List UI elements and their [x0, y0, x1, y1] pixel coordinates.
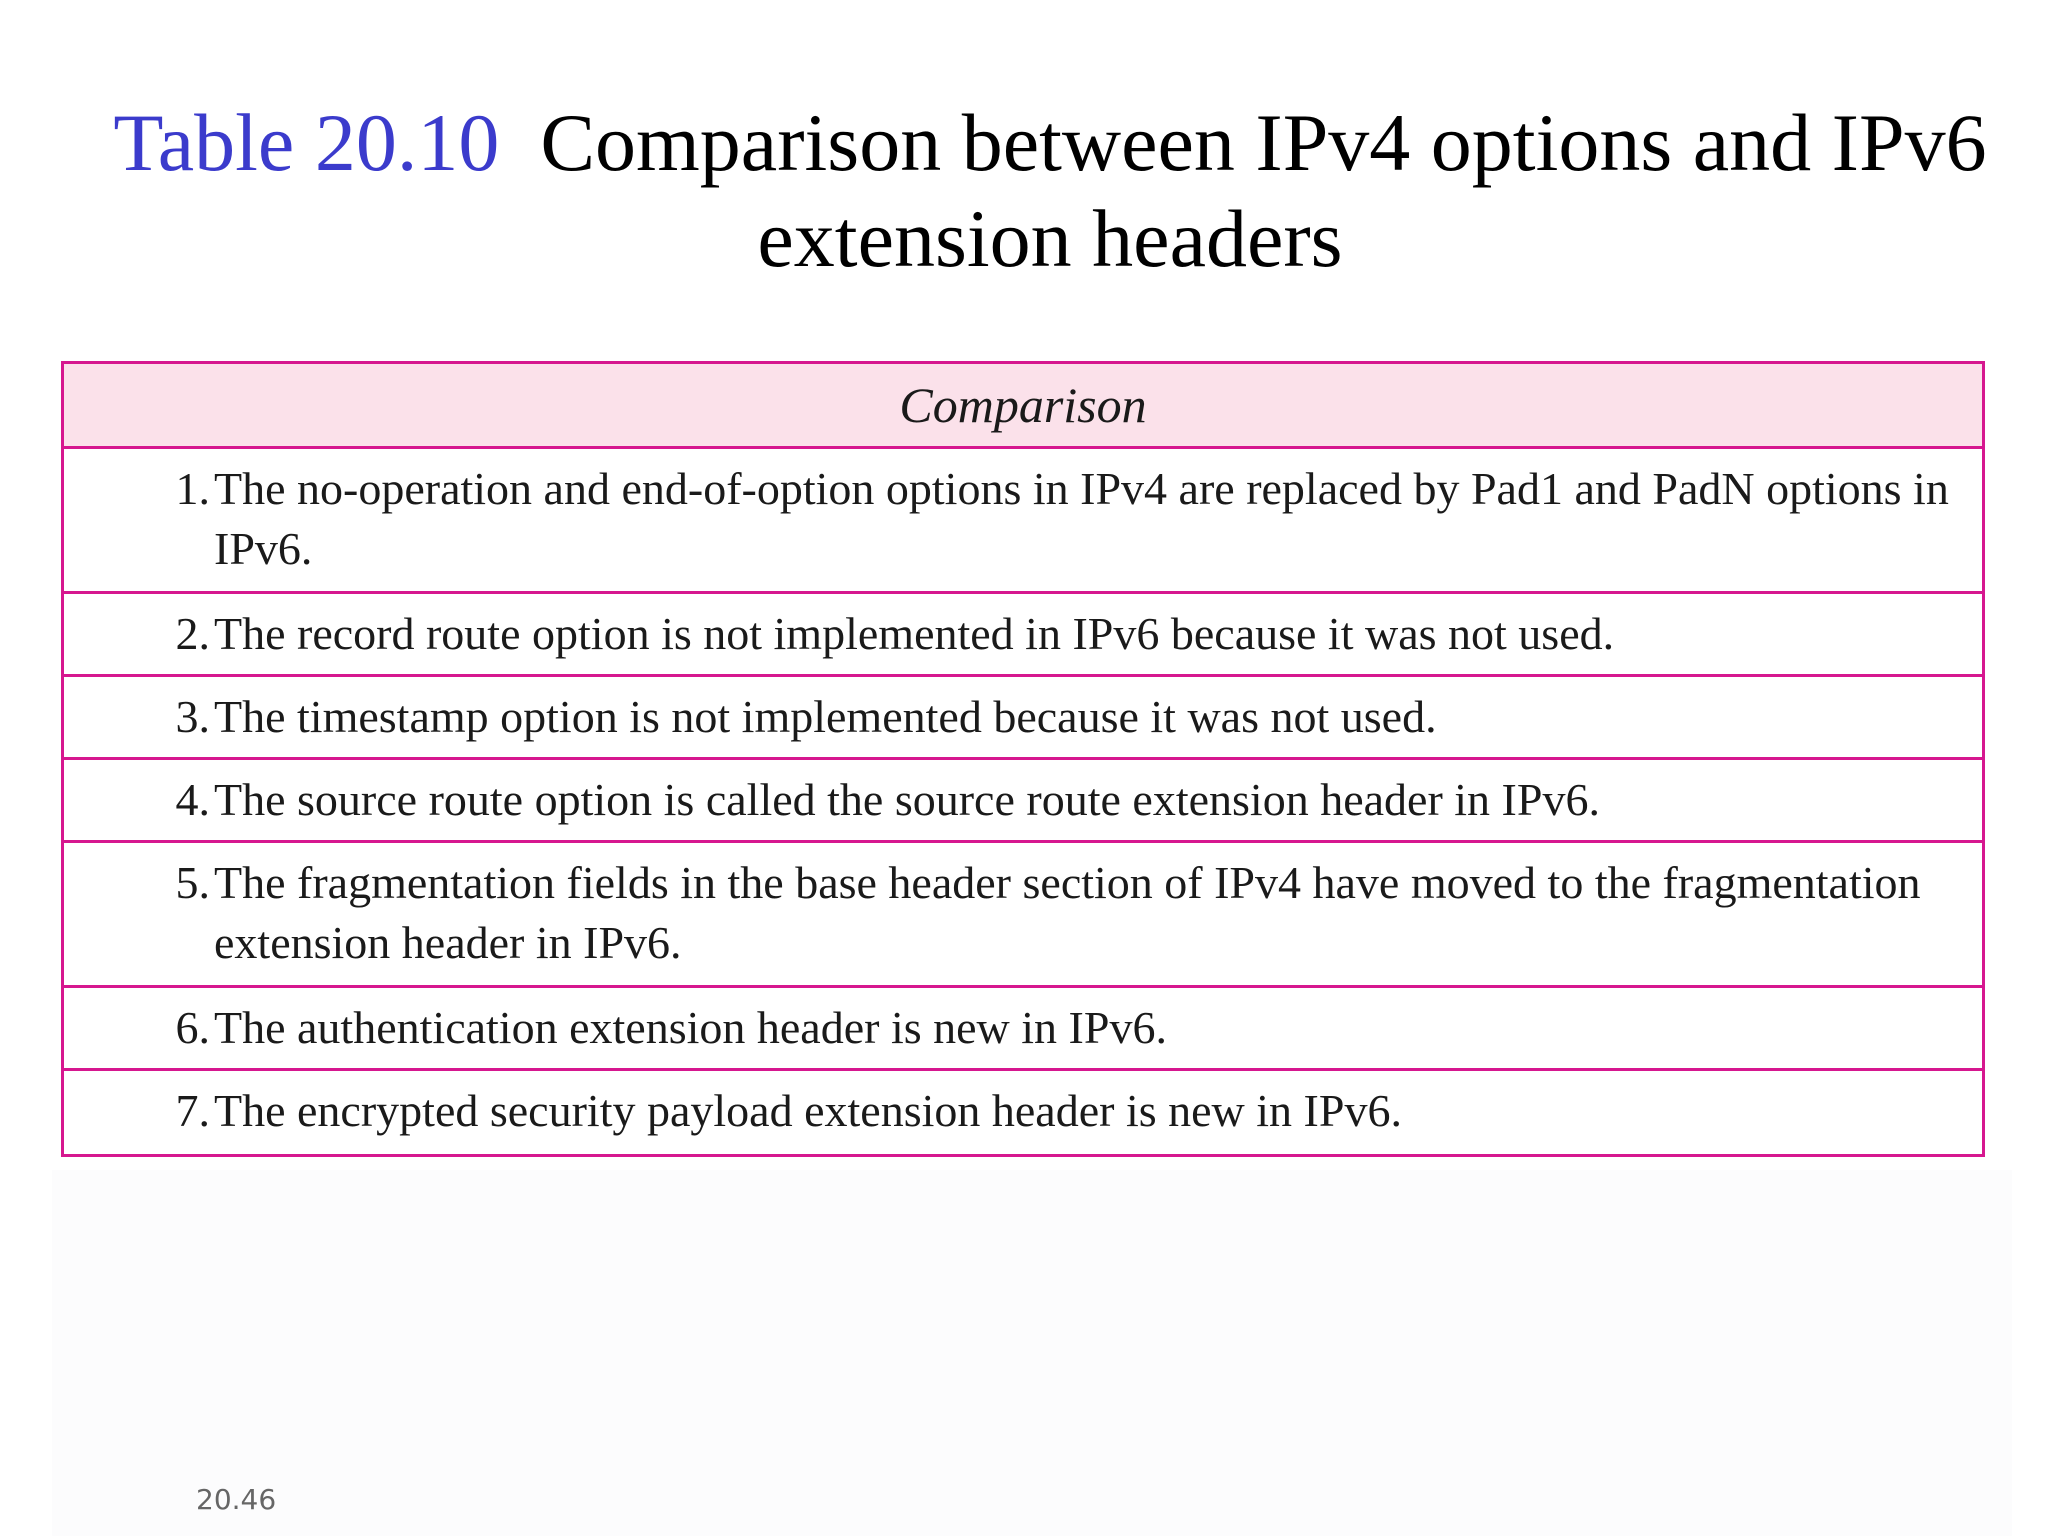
table-header: Comparison [64, 364, 1982, 449]
row-text: The source route option is called the so… [214, 774, 1600, 825]
table-row: 3. The timestamp option is not implement… [64, 677, 1982, 760]
row-number: 1. [175, 463, 211, 514]
row-number: 2. [175, 608, 211, 659]
comparison-table: Comparison 1. The no-operation and end-o… [61, 361, 1985, 1157]
row-number: 7. [175, 1085, 211, 1136]
table-row: 4. The source route option is called the… [64, 760, 1982, 843]
row-text: The fragmentation fields in the base hea… [214, 857, 1921, 968]
slide-background [52, 1170, 2012, 1536]
row-number: 6. [175, 1002, 211, 1053]
row-text: The encrypted security payload extension… [214, 1085, 1402, 1136]
row-text: The no-operation and end-of-option optio… [214, 463, 1949, 574]
row-text: The record route option is not implement… [214, 608, 1615, 659]
slide-title: Table 20.10 Comparison between IPv4 opti… [100, 95, 2000, 287]
page-number: 20.46 [196, 1483, 277, 1516]
row-text: The timestamp option is not implemented … [214, 691, 1437, 742]
row-number: 5. [175, 857, 211, 908]
table-row: 5. The fragmentation fields in the base … [64, 843, 1982, 988]
table-row: 1. The no-operation and end-of-option op… [64, 449, 1982, 594]
table-number-label: Table 20.10 [113, 97, 500, 188]
table-row: 7. The encrypted security payload extens… [64, 1071, 1982, 1154]
row-number: 4. [175, 774, 211, 825]
row-number: 3. [175, 691, 211, 742]
table-row: 2. The record route option is not implem… [64, 594, 1982, 677]
table-title-text: Comparison between IPv4 options and IPv6… [540, 97, 1987, 284]
row-text: The authentication extension header is n… [214, 1002, 1167, 1053]
table-row: 6. The authentication extension header i… [64, 988, 1982, 1071]
